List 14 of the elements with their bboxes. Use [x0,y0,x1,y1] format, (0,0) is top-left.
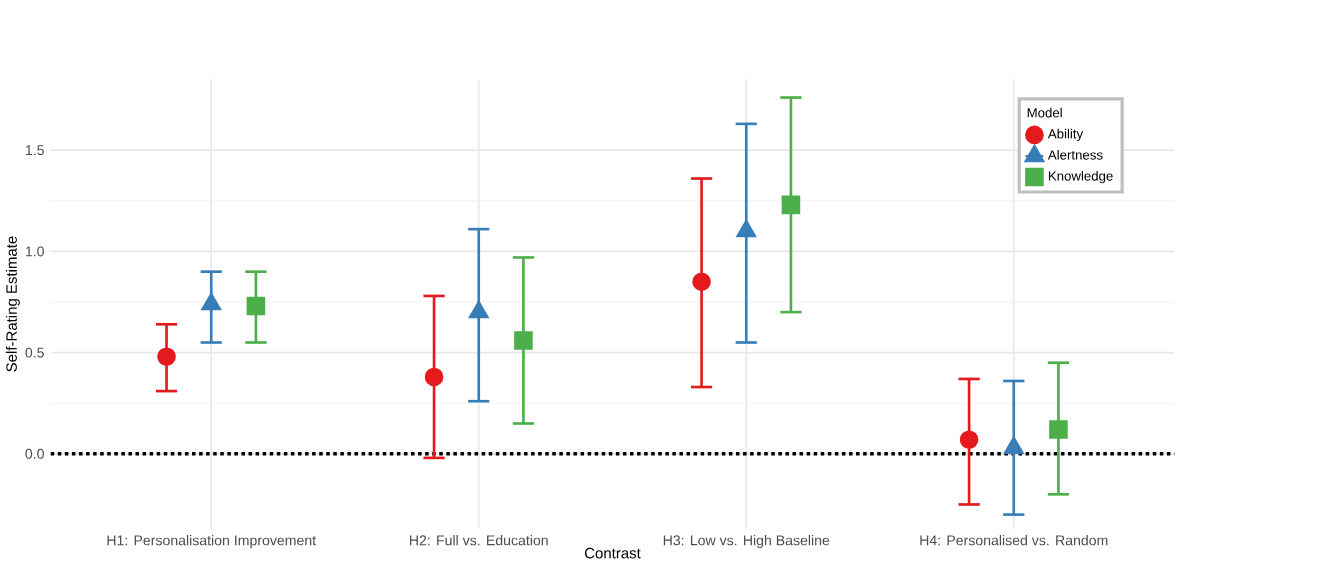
x-tick-label: H3: Low vs. High Baseline [663,534,830,548]
legend-label: Ability [1047,128,1084,141]
y-tick-label: 0.5 [25,347,44,358]
y-tick-label: 1.0 [25,246,44,257]
x-tick-label: H2: Full vs. Education [410,534,548,546]
x-axis-title: Contrast [584,547,641,559]
y-tick-label: 0.0 [25,448,44,459]
y-tick-label: 1.5 [25,145,44,155]
x-tick-label: H1: Personalisation Improvement [107,534,316,548]
y-axis-title: Self-Rating Estimate [5,236,20,372]
legend-label: Knowledge [1048,170,1113,184]
legend-label: Alertness [1047,149,1103,160]
legend-title: Model [1027,107,1062,118]
x-tick-label: H4: Personalised vs. Random [920,534,1108,546]
